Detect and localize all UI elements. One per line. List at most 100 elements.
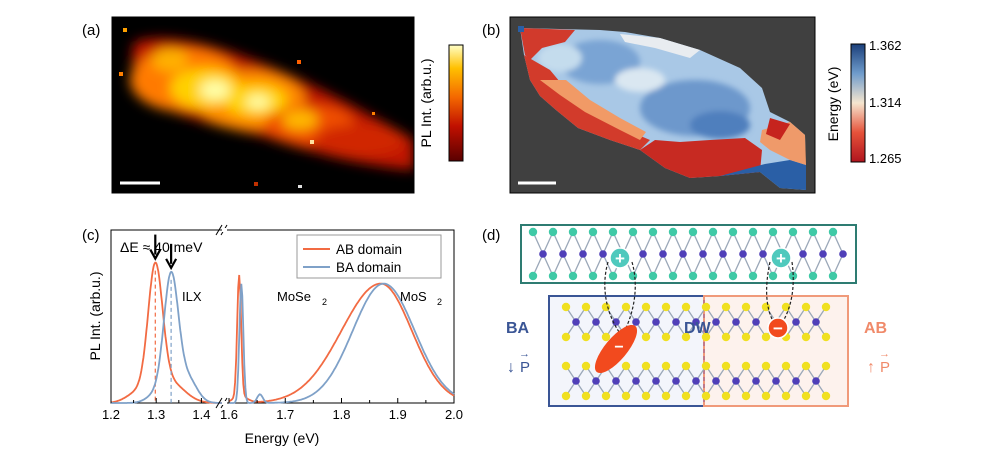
top-layer-chalcogen-bottom-4 (608, 271, 618, 281)
bottom-upper-chalcogen-top-12 (801, 302, 811, 312)
bottom-lower-chalcogen-bottom-0 (561, 391, 571, 401)
colorbar-a-label: PL Int. (arb.u.) (418, 59, 434, 148)
bottom-upper-metal-0 (572, 318, 580, 326)
bottom-upper-metal-7 (712, 318, 720, 326)
dw-label: DW (684, 320, 712, 337)
mose2-label: MoSe (277, 289, 311, 304)
bottom-upper-chalcogen-bottom-0 (561, 332, 571, 342)
ilx-label: ILX (182, 289, 202, 304)
bottom-upper-chalcogen-bottom-10 (761, 332, 771, 342)
top-layer-chalcogen-bottom-2 (568, 271, 578, 281)
y-axis-label: PL Int. (arb.u.) (87, 272, 103, 361)
bottom-upper-chalcogen-top-13 (821, 302, 831, 312)
colorbar-b-tick-mid: 1.314 (869, 95, 902, 110)
colorbar-b-tick-max: 1.362 (869, 38, 902, 53)
legend-label-0: AB domain (336, 242, 402, 257)
top-layer-metal-13 (799, 250, 807, 258)
bottom-upper-metal-11 (792, 318, 800, 326)
bottom-upper-metal-2 (612, 318, 620, 326)
mos2-label: MoS (400, 289, 427, 304)
top-layer-chalcogen-bottom-14 (808, 271, 818, 281)
colorbar-b-label: Energy (eV) (825, 67, 841, 142)
bottom-lower-chalcogen-bottom-13 (821, 391, 831, 401)
ab-domain-region (703, 295, 849, 407)
bottom-upper-chalcogen-top-1 (581, 302, 591, 312)
bottom-upper-chalcogen-bottom-8 (721, 332, 731, 342)
x-tick-label-1: 1.3 (147, 407, 165, 422)
top-layer-chalcogen-top-7 (668, 227, 678, 237)
bottom-upper-chalcogen-bottom-6 (681, 332, 691, 342)
top-layer-chalcogen-top-10 (728, 227, 738, 237)
top-layer-metal-2 (579, 250, 587, 258)
top-layer-chalcogen-bottom-5 (628, 271, 638, 281)
bottom-lower-chalcogen-top-8 (721, 361, 731, 371)
top-layer-chalcogen-bottom-15 (828, 271, 838, 281)
bottom-upper-chalcogen-top-4 (641, 302, 651, 312)
colorbar-b (850, 43, 866, 163)
x-tick-label-0: 1.2 (102, 407, 120, 422)
polarization-vec-ab: → (879, 348, 890, 360)
electron-right-sign: − (773, 319, 783, 338)
bottom-lower-chalcogen-top-3 (621, 361, 631, 371)
top-layer-metal-1 (559, 250, 567, 258)
bottom-lower-metal-11 (792, 377, 800, 385)
x-tick-label-7: 2.0 (445, 407, 463, 422)
top-layer-metal-7 (679, 250, 687, 258)
axis-break-gap-top (222, 228, 227, 232)
polarization-arrow-ba: ↓ (507, 359, 515, 376)
bottom-lower-chalcogen-top-10 (761, 361, 771, 371)
top-layer-chalcogen-top-14 (808, 227, 818, 237)
bottom-upper-chalcogen-top-7 (701, 302, 711, 312)
bottom-lower-chalcogen-bottom-5 (661, 391, 671, 401)
x-tick-label-6: 1.9 (389, 407, 407, 422)
map-a-frame (111, 16, 415, 194)
bottom-lower-chalcogen-bottom-3 (621, 391, 631, 401)
bottom-upper-chalcogen-top-10 (761, 302, 771, 312)
polarization-p-ba: P (520, 359, 530, 376)
series-ab-line-seg1 (110, 261, 224, 404)
top-layer-chalcogen-bottom-0 (528, 271, 538, 281)
ba-label: BA (506, 320, 530, 337)
bottom-lower-chalcogen-top-6 (681, 361, 691, 371)
top-layer-metal-14 (819, 250, 827, 258)
bottom-lower-metal-2 (612, 377, 620, 385)
bottom-lower-chalcogen-top-12 (801, 361, 811, 371)
series-ba-line-seg2 (229, 282, 455, 404)
electron-left-elongated (594, 324, 638, 374)
map-b-frame (509, 16, 816, 194)
bottom-lower-chalcogen-top-9 (741, 361, 751, 371)
bottom-upper-chalcogen-top-0 (561, 302, 571, 312)
mos2-subscript: 2 (437, 297, 442, 307)
x-tick-label-3: 1.6 (220, 407, 238, 422)
polarization-vec-ba: → (519, 348, 530, 360)
bottom-lower-metal-4 (652, 377, 660, 385)
hole-left-sign: + (615, 249, 625, 268)
top-layer-chalcogen-bottom-7 (668, 271, 678, 281)
bottom-upper-metal-9 (752, 318, 760, 326)
bottom-lower-chalcogen-top-1 (581, 361, 591, 371)
bottom-upper-chalcogen-bottom-4 (641, 332, 651, 342)
top-layer-chalcogen-bottom-12 (768, 271, 778, 281)
x-tick-label-5: 1.8 (332, 407, 350, 422)
electron-right (767, 317, 789, 339)
bottom-lower-chalcogen-bottom-12 (801, 391, 811, 401)
top-layer-chalcogen-bottom-10 (728, 271, 738, 281)
top-layer-chalcogen-top-6 (648, 227, 658, 237)
energy-map (510, 17, 815, 193)
bottom-lower-chalcogen-bottom-4 (641, 391, 651, 401)
top-layer-metal-6 (659, 250, 667, 258)
top-layer-chalcogen-bottom-11 (748, 271, 758, 281)
pl-spectra-chart: 1.2 1.3 1.4 1.6 1.7 1.8 1.9 2.0 Energy (eV) PL In… (87, 224, 463, 446)
top-layer-metal-8 (699, 250, 707, 258)
electron-left-sign: − (614, 339, 623, 356)
ilx-arrow-head-ab (149, 249, 162, 261)
bottom-lower-metal-3 (632, 377, 640, 385)
bottom-lower-chalcogen-top-0 (561, 361, 571, 371)
top-layer-metal-5 (639, 250, 647, 258)
top-layer-chalcogen-bottom-9 (708, 271, 718, 281)
heterostructure-schematic: + + − − BA AB DW ↓ P → ↑ P → (506, 224, 890, 407)
axis-break-top-0 (215, 224, 223, 236)
top-layer-chalcogen-top-0 (528, 227, 538, 237)
top-layer-chalcogen-top-9 (708, 227, 718, 237)
bottom-upper-chalcogen-bottom-5 (661, 332, 671, 342)
